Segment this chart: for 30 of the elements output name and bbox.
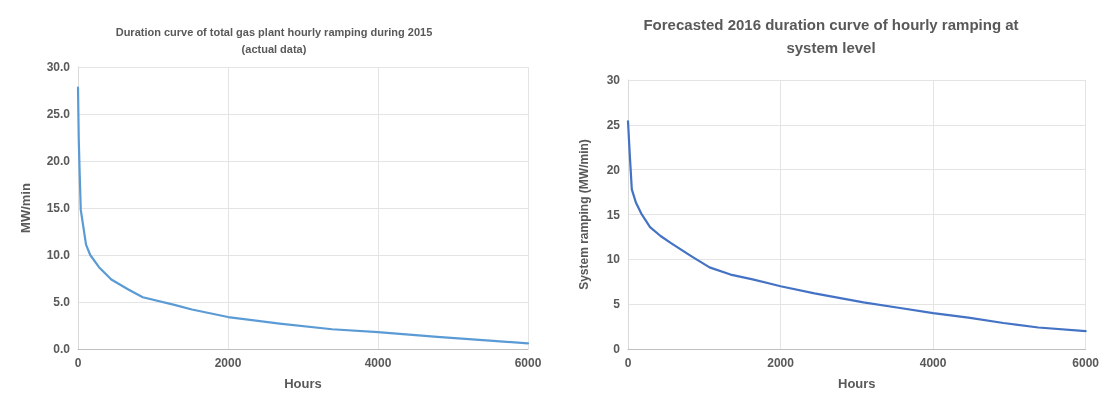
y-tick-label: 0.0 xyxy=(53,342,71,356)
y-tick-label: 25.0 xyxy=(46,107,71,121)
x-tick-label: 0 xyxy=(624,356,632,370)
x-tick-label: 2000 xyxy=(767,356,795,370)
x-tick-label: 4000 xyxy=(919,356,947,370)
y-tick-label: 15 xyxy=(606,207,621,222)
y-tick-label: 10 xyxy=(606,252,621,267)
y-tick-label: 0 xyxy=(613,342,621,356)
x-tick-label: 4000 xyxy=(364,356,392,370)
y-axis-title: System ramping (MW/min) xyxy=(577,139,591,290)
y-tick-label: 10.0 xyxy=(46,248,71,262)
y-tick-label: 5 xyxy=(613,297,621,312)
x-axis-title: Hours xyxy=(838,376,876,391)
y-tick-label: 20 xyxy=(606,162,621,177)
y-tick-label: 15.0 xyxy=(46,201,71,215)
y-tick-label: 5.0 xyxy=(53,295,71,309)
chart-title: Forecasted 2016 duration curve of hourly ramping at system level xyxy=(643,16,1019,57)
x-tick-label: 0 xyxy=(74,356,82,370)
y-tick-label: 30 xyxy=(606,73,621,87)
y-axis-title: MW/min xyxy=(18,183,33,233)
x-tick-label: 2000 xyxy=(214,356,242,370)
y-tick-label: 20.0 xyxy=(46,154,71,168)
y-tick-label: 25 xyxy=(606,117,621,132)
x-tick-label: 6000 xyxy=(514,356,542,370)
y-tick-label: 30.0 xyxy=(46,60,71,74)
x-axis-title: Hours xyxy=(284,376,322,391)
chart-title: Duration curve of total gas plant hourly ramping during 2015 (actual data) xyxy=(115,25,433,55)
line-series xyxy=(626,120,1087,333)
line-series xyxy=(76,86,530,345)
x-tick-label: 6000 xyxy=(1072,356,1100,370)
